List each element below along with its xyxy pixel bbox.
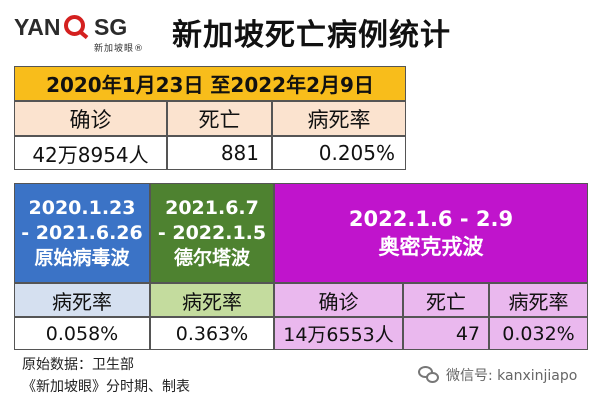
wechat-watermark: 微信号: kanxinjiapo xyxy=(418,365,577,385)
summary-header-fatality-rate: 病死率 xyxy=(272,101,406,136)
wave-original-name: 原始病毒波 xyxy=(34,246,130,269)
wave-delta-name: 德尔塔波 xyxy=(173,246,250,269)
wave-omicron-value-deaths: 47 xyxy=(403,317,489,350)
wave-original-rate: 0.058% xyxy=(14,317,150,350)
wave-omicron-header-confirmed: 确诊 xyxy=(274,283,403,317)
page-title: 新加坡死亡病例统计 xyxy=(172,18,451,53)
summary-value-deaths: 881 xyxy=(167,136,272,170)
summary-value-fatality-rate: 0.205% xyxy=(272,136,406,170)
wave-original-rate-header: 病死率 xyxy=(14,283,150,317)
wave-omicron-value-fatality-rate: 0.032% xyxy=(489,317,588,350)
wave-delta-rate: 0.363% xyxy=(150,317,274,350)
wave-delta-period-start: 2021.6.7 xyxy=(165,196,259,219)
wave-original-period-end: - 2021.6.26 xyxy=(21,221,143,244)
wave-omicron-header: 2022.1.6 - 2.9 奥密克戎波 xyxy=(274,183,588,283)
wave-original-period-start: 2020.1.23 xyxy=(28,196,136,219)
logo-text-right: SG xyxy=(94,14,128,40)
wave-delta-header: 2021.6.7 - 2022.1.5 德尔塔波 xyxy=(150,183,274,283)
source-note: 原始数据：卫生部 xyxy=(22,357,134,373)
wave-omicron-name: 奥密克戎波 xyxy=(378,235,484,259)
credit-note: 《新加坡眼》分时期、制表 xyxy=(22,379,190,395)
wechat-id: 微信号: kanxinjiapo xyxy=(446,368,578,384)
summary-value-confirmed: 42万8954人 xyxy=(14,136,167,170)
summary-header-confirmed: 确诊 xyxy=(14,101,167,136)
wave-omicron-period: 2022.1.6 - 2.9 xyxy=(348,207,514,231)
wave-delta-rate-header: 病死率 xyxy=(150,283,274,317)
logo-text-left: YAN xyxy=(14,14,61,40)
wave-omicron-header-deaths: 死亡 xyxy=(403,283,489,317)
yansg-logo: YAN SG 新加坡眼® xyxy=(14,12,164,56)
wave-delta-period-end: - 2022.1.5 xyxy=(157,221,267,244)
wechat-icon xyxy=(418,366,440,384)
logo-subtitle: 新加坡眼® xyxy=(94,44,145,54)
magnifier-icon xyxy=(64,15,85,36)
summary-period: 2020年1月23日 至2022年2月9日 xyxy=(14,66,406,101)
wave-omicron-value-confirmed: 14万6553人 xyxy=(274,317,403,350)
wave-original-header: 2020.1.23 - 2021.6.26 原始病毒波 xyxy=(14,183,150,283)
wave-omicron-header-fatality-rate: 病死率 xyxy=(489,283,588,317)
summary-header-deaths: 死亡 xyxy=(167,101,272,136)
